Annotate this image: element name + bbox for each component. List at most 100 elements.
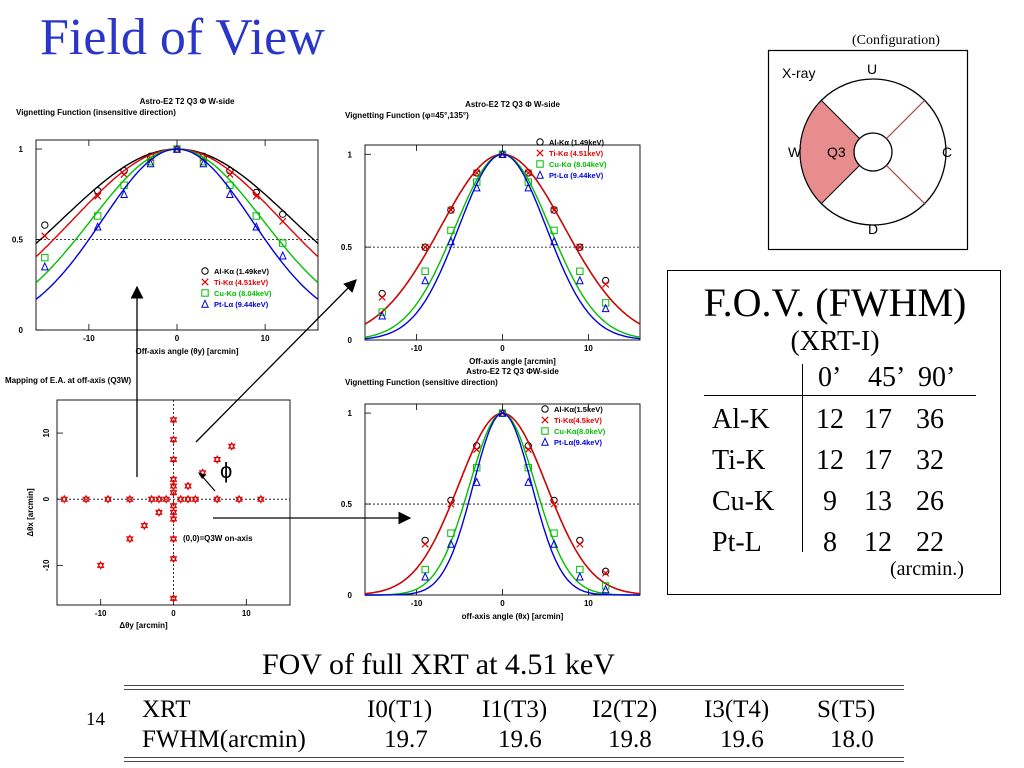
fov-row-label: Cu-K: [712, 486, 775, 517]
map-point: [169, 514, 178, 524]
data-point: [226, 170, 234, 179]
fov-table: F.O.V. (FWHM) (XRT-I) 0’ 45’ 90’ Al-K 12…: [667, 270, 1001, 595]
legend-label: Pt-Lα (9.44keV): [214, 300, 269, 309]
legend-marker: [541, 405, 549, 413]
data-point: [146, 158, 155, 166]
data-point: [601, 299, 610, 307]
phi-arrowhead: [198, 472, 206, 479]
map-point: [169, 481, 178, 491]
map-point: [227, 441, 236, 451]
data-point: [576, 540, 584, 548]
label-q3: Q3: [827, 144, 846, 160]
legend-marker: [201, 289, 209, 297]
fov-subtitle: (XRT-I): [790, 326, 880, 357]
chart-title: Astro-E2 T2 Q3 ΦW-side: [466, 367, 559, 376]
legend-label: Ti-Kα(4.5keV): [554, 416, 602, 425]
label-d: D: [868, 221, 878, 237]
configuration-diagram: X-ray U W Q3 C D: [767, 49, 969, 251]
fov-row-al: Al-K 12 17 36: [668, 406, 1002, 436]
legend-entry: Pt-Lα (9.44keV): [201, 299, 269, 309]
xrt-cell: 19.8: [608, 726, 652, 753]
map-point: [82, 494, 90, 504]
series-line: [35, 148, 319, 300]
label-c: C: [942, 144, 952, 160]
data-point: [550, 236, 559, 246]
legend-entry: Cu-Kα (8.04keV): [536, 160, 607, 169]
fov-col-90: 90’: [918, 362, 956, 393]
data-point: [601, 303, 610, 313]
series-line: [35, 148, 319, 284]
map-point: [213, 454, 222, 465]
data-point: [602, 280, 610, 288]
vignetting-chart-45deg: Astro-E2 T2 Q3 Φ W-side Vignetting Functi…: [341, 100, 641, 366]
x-axis-label: Δθy [arcmin]: [119, 621, 168, 630]
data-point: [41, 253, 49, 262]
fov-row-label: Al-K: [712, 404, 770, 435]
fov-cell: 17: [864, 445, 892, 476]
label-w: W: [788, 144, 802, 160]
fov-cell: 13: [864, 486, 892, 517]
fov-header-row: 0’ 45’ 90’: [668, 364, 1002, 394]
y-tick-label: 0: [42, 496, 51, 501]
data-point: [472, 182, 481, 192]
data-point: [378, 293, 386, 301]
fov-title: F.O.V. (FWHM): [703, 280, 967, 325]
vignetting-chart-sensitive: Astro-E2 T2 Q3 ΦW-side Vignetting Functio…: [341, 367, 641, 621]
data-point: [279, 210, 287, 218]
y-axis-label: Δθx [arcmin]: [26, 488, 35, 537]
map-point: [213, 494, 222, 504]
legend-label: Cu-Kα (8.04keV): [214, 289, 272, 298]
table-rule-bottom-2: [124, 761, 904, 762]
data-point: [421, 540, 429, 548]
data-point: [199, 158, 208, 168]
data-point: [93, 212, 102, 220]
fov-cell: 32: [916, 445, 944, 476]
data-point: [601, 567, 610, 576]
x-tick-label: 10: [584, 344, 593, 353]
legend-marker: [536, 170, 544, 179]
fov-col-45: 45’: [868, 362, 906, 393]
fov-cell: 12: [816, 404, 844, 435]
page-number: 14: [86, 709, 105, 730]
legend-entry: Al-Kα(1.5keV): [541, 405, 603, 414]
map-point: [184, 481, 192, 491]
xrt-header-cell: I0(T1): [367, 696, 433, 723]
data-point: [550, 226, 558, 235]
data-point: [446, 539, 455, 548]
legend-entry: Ti-Kα(4.5keV): [541, 416, 602, 425]
legend-entry: Cu-Kα(8.0keV): [541, 427, 606, 436]
y-tick-label: 10: [42, 428, 51, 437]
data-point: [550, 529, 558, 537]
chart-title: Astro-E2 T2 Q3 Φ W-side: [465, 100, 560, 109]
fov-unit: (arcmin.): [890, 558, 964, 580]
legend-label: Cu-Kα(8.0keV): [554, 427, 606, 436]
fov-row-cu: Cu-K 9 13 26: [668, 488, 1002, 518]
data-point: [225, 189, 234, 198]
data-point: [601, 584, 610, 594]
fov-row-pt: Pt-L 8 12 22: [668, 529, 1002, 559]
y-tick-label: 0: [348, 336, 353, 345]
fov-column-rule: [802, 364, 803, 552]
map-point: [169, 554, 178, 564]
y-tick-label: 1: [348, 409, 353, 418]
legend-entry: Ti-Kα (4.51keV): [201, 278, 269, 287]
data-point: [120, 170, 128, 179]
data-point: [421, 243, 429, 251]
y-tick-label: 0.5: [341, 500, 353, 509]
map-point: [176, 494, 185, 504]
x-tick-label: 10: [242, 609, 251, 618]
map-point: [169, 593, 178, 603]
map-point: [169, 534, 178, 544]
divider-ne: [885, 99, 926, 140]
inner-ring: [853, 132, 893, 172]
data-point: [447, 226, 455, 235]
y-tick-label: 1: [348, 150, 353, 159]
xrt-cell: 19.6: [720, 726, 764, 753]
data-point: [41, 221, 49, 229]
map-point: [96, 560, 105, 570]
data-point: [146, 158, 155, 168]
legend-entry: Pt-Lα (9.44keV): [536, 170, 604, 180]
label-xray: X-ray: [782, 65, 815, 81]
map-point: [147, 494, 156, 504]
x-axis-label: off-axis angle (θx) [arcmin]: [462, 612, 564, 621]
